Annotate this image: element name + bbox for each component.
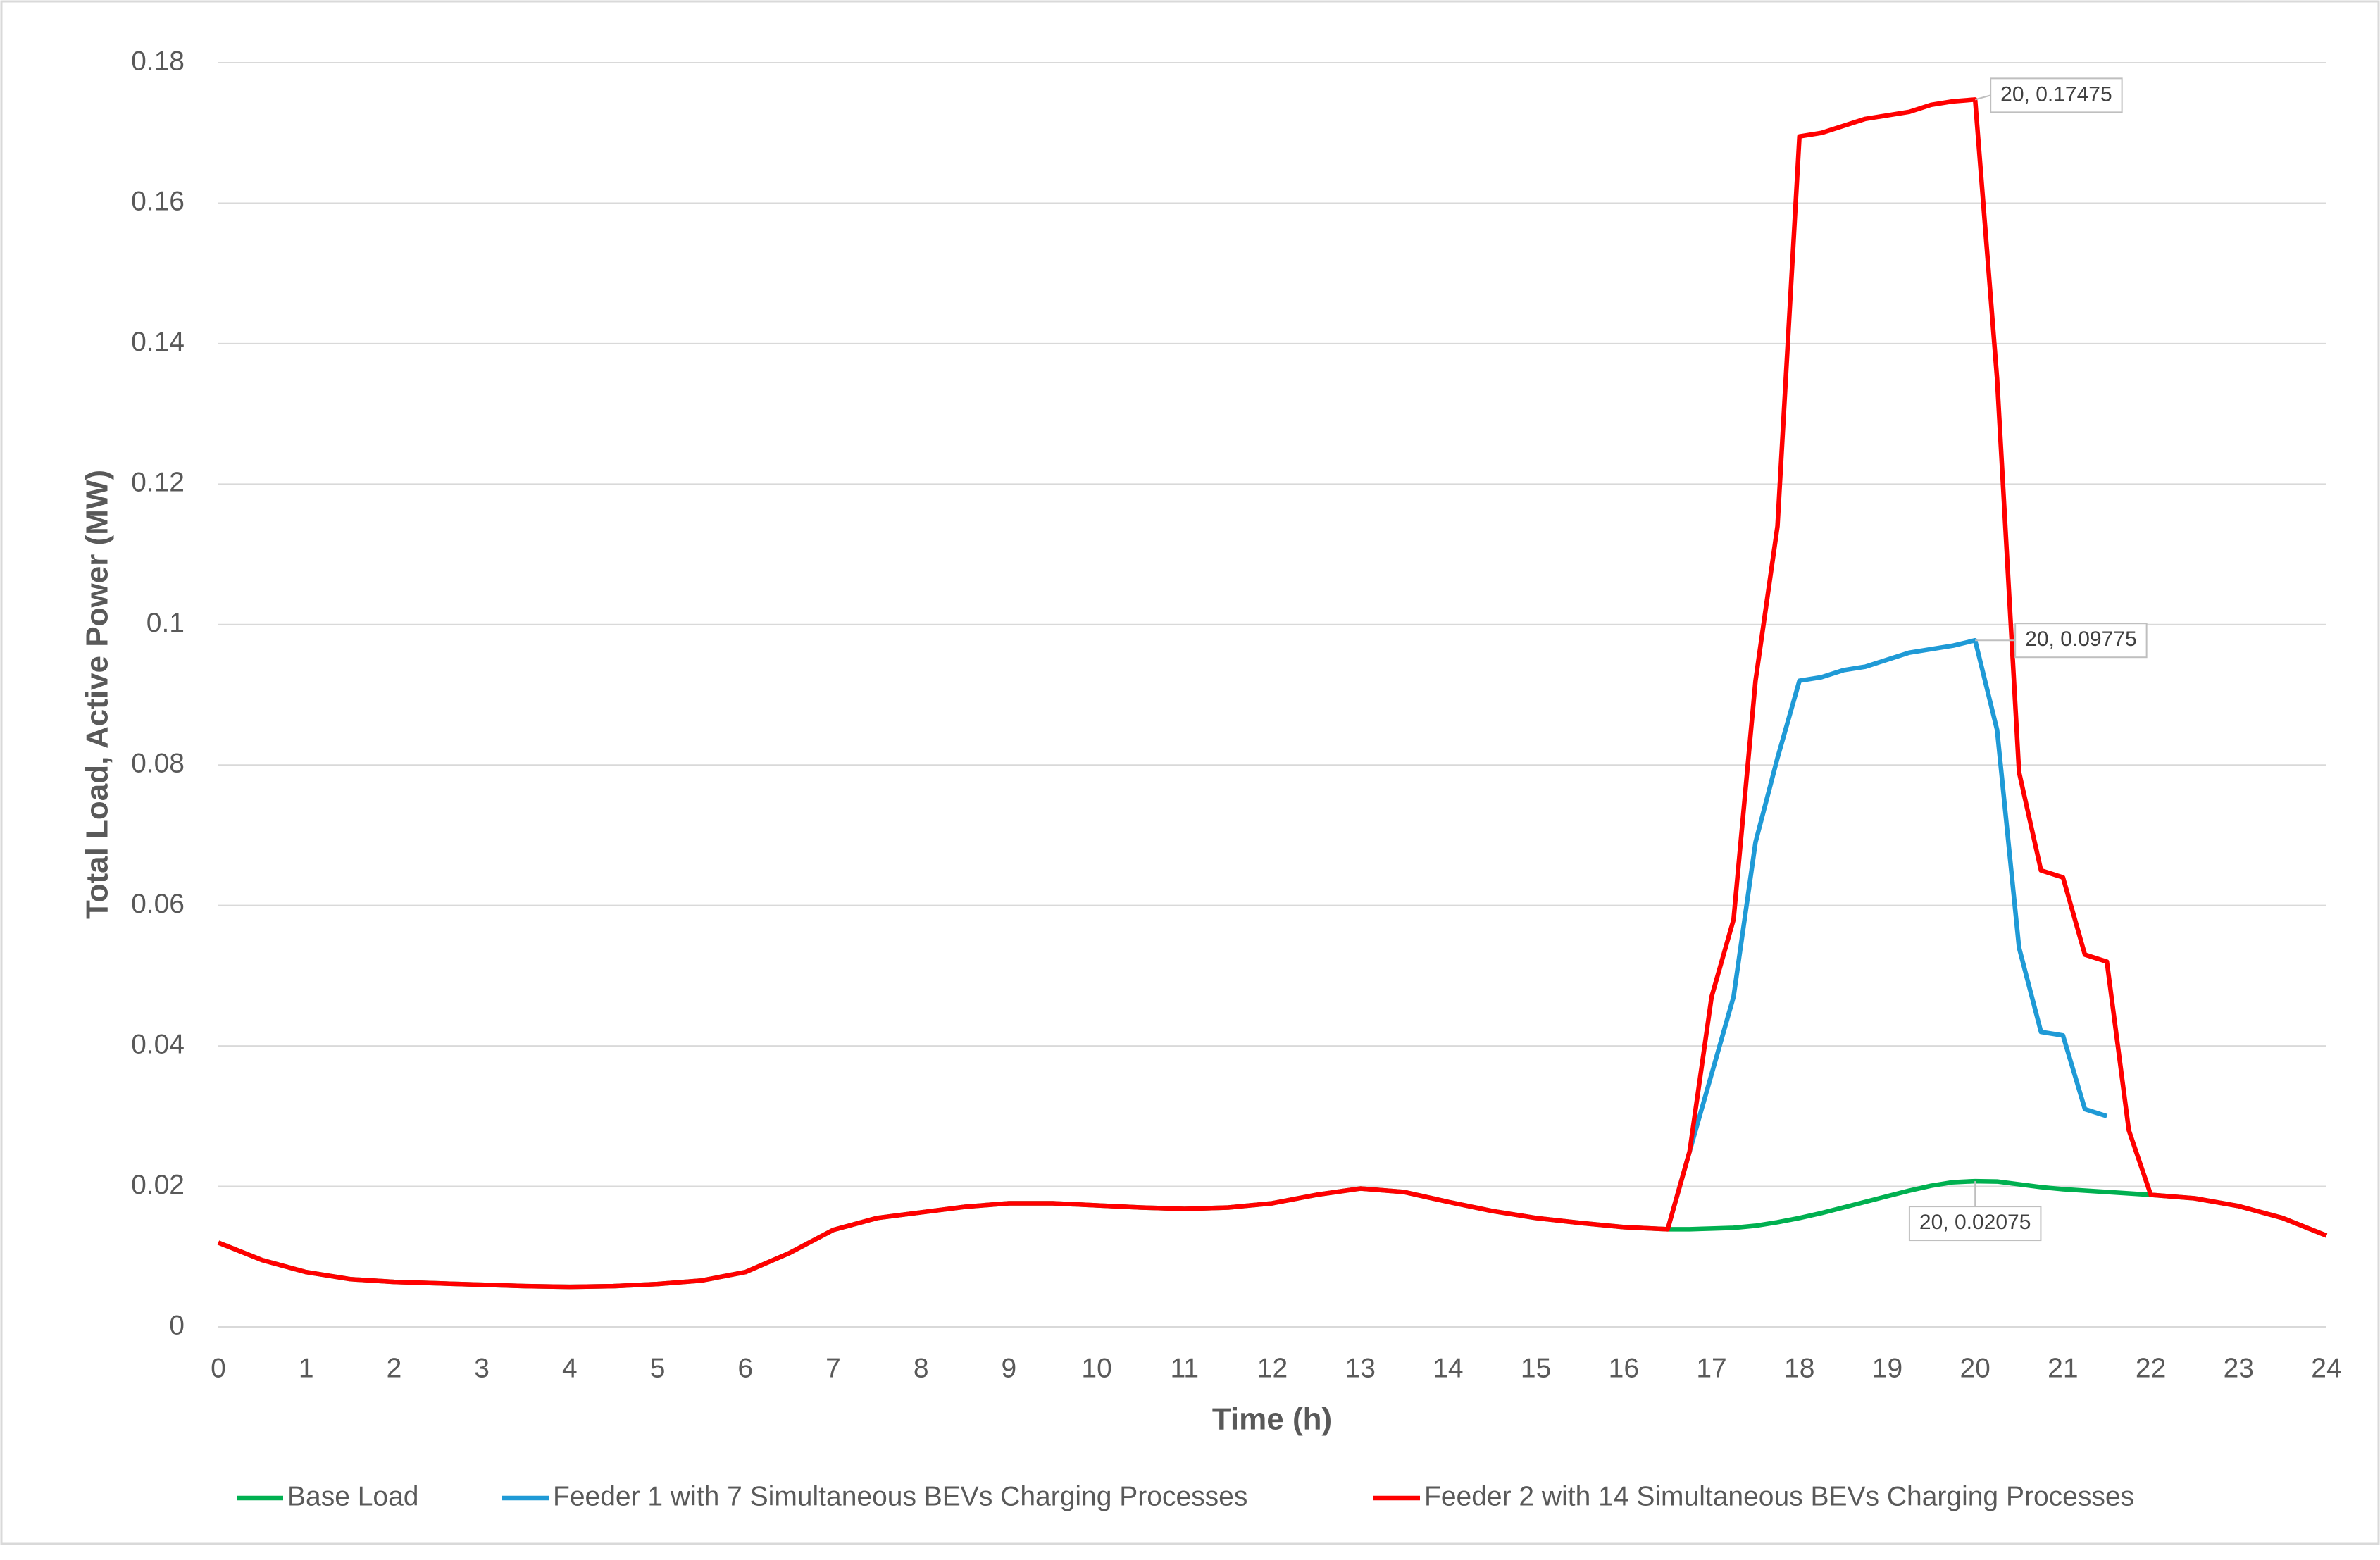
x-tick-label: 21 <box>2048 1353 2078 1383</box>
x-tick-label: 10 <box>1081 1353 1111 1383</box>
x-tick-label: 9 <box>1002 1353 1017 1383</box>
annotation-label: 20, 0.09775 <box>2025 628 2136 651</box>
x-tick-label: 22 <box>2136 1353 2166 1383</box>
x-tick-label: 13 <box>1345 1353 1376 1383</box>
x-tick-label: 16 <box>1609 1353 1639 1383</box>
annotation-box <box>1990 77 2123 113</box>
data-line <box>1665 637 2108 1230</box>
x-tick-label: 5 <box>650 1353 666 1383</box>
legend-label: Base Load <box>287 1481 419 1511</box>
x-tick-label: 4 <box>562 1353 578 1383</box>
y-tick-label: 0.14 <box>131 327 185 357</box>
y-tick-label: 0 <box>169 1310 185 1340</box>
x-tick-label: 6 <box>737 1353 753 1383</box>
y-tick-label: 0.1 <box>147 608 185 638</box>
legend-label: Feeder 2 with 14 Simultaneous BEVs Charg… <box>1424 1481 2134 1511</box>
x-tick-label: 15 <box>1521 1353 1551 1383</box>
x-tick-label: 7 <box>825 1353 841 1383</box>
x-axis-title: Time (h) <box>1212 1402 1332 1437</box>
x-tick-label: 17 <box>1696 1353 1726 1383</box>
x-tick-label: 11 <box>1171 1353 1200 1383</box>
x-tick-label: 14 <box>1433 1353 1463 1383</box>
x-tick-label: 23 <box>2224 1353 2254 1383</box>
x-tick-label: 0 <box>211 1353 226 1383</box>
y-axis-title: Total Load, Active Power (MW) <box>80 470 115 919</box>
y-tick-label: 0.12 <box>131 468 185 498</box>
y-tick-label: 0.06 <box>131 889 185 919</box>
x-tick-label: 24 <box>2311 1353 2341 1383</box>
annotation-leader <box>1974 94 1991 101</box>
x-tick-label: 1 <box>299 1353 314 1383</box>
x-tick-label: 19 <box>1872 1353 1902 1383</box>
x-tick-label: 20 <box>1960 1353 1990 1383</box>
annotation-label: 20, 0.17475 <box>2000 82 2112 106</box>
x-tick-label: 18 <box>1784 1353 1814 1383</box>
legend-label: Feeder 1 with 7 Simultaneous BEVs Chargi… <box>553 1481 1247 1511</box>
annotation-box <box>1908 1206 2042 1242</box>
x-tick-label: 3 <box>474 1353 490 1383</box>
y-tick-label: 0.08 <box>131 749 185 779</box>
y-tick-label: 0.16 <box>131 187 185 217</box>
y-tick-label: 0.04 <box>131 1029 185 1059</box>
y-tick-label: 0.18 <box>131 46 185 76</box>
y-tick-label: 0.02 <box>131 1170 185 1200</box>
x-tick-label: 12 <box>1257 1353 1288 1383</box>
x-tick-label: 8 <box>914 1353 929 1383</box>
data-line <box>217 97 2328 1290</box>
x-tick-label: 2 <box>387 1353 402 1383</box>
annotation-label: 20, 0.02075 <box>1919 1211 2031 1234</box>
